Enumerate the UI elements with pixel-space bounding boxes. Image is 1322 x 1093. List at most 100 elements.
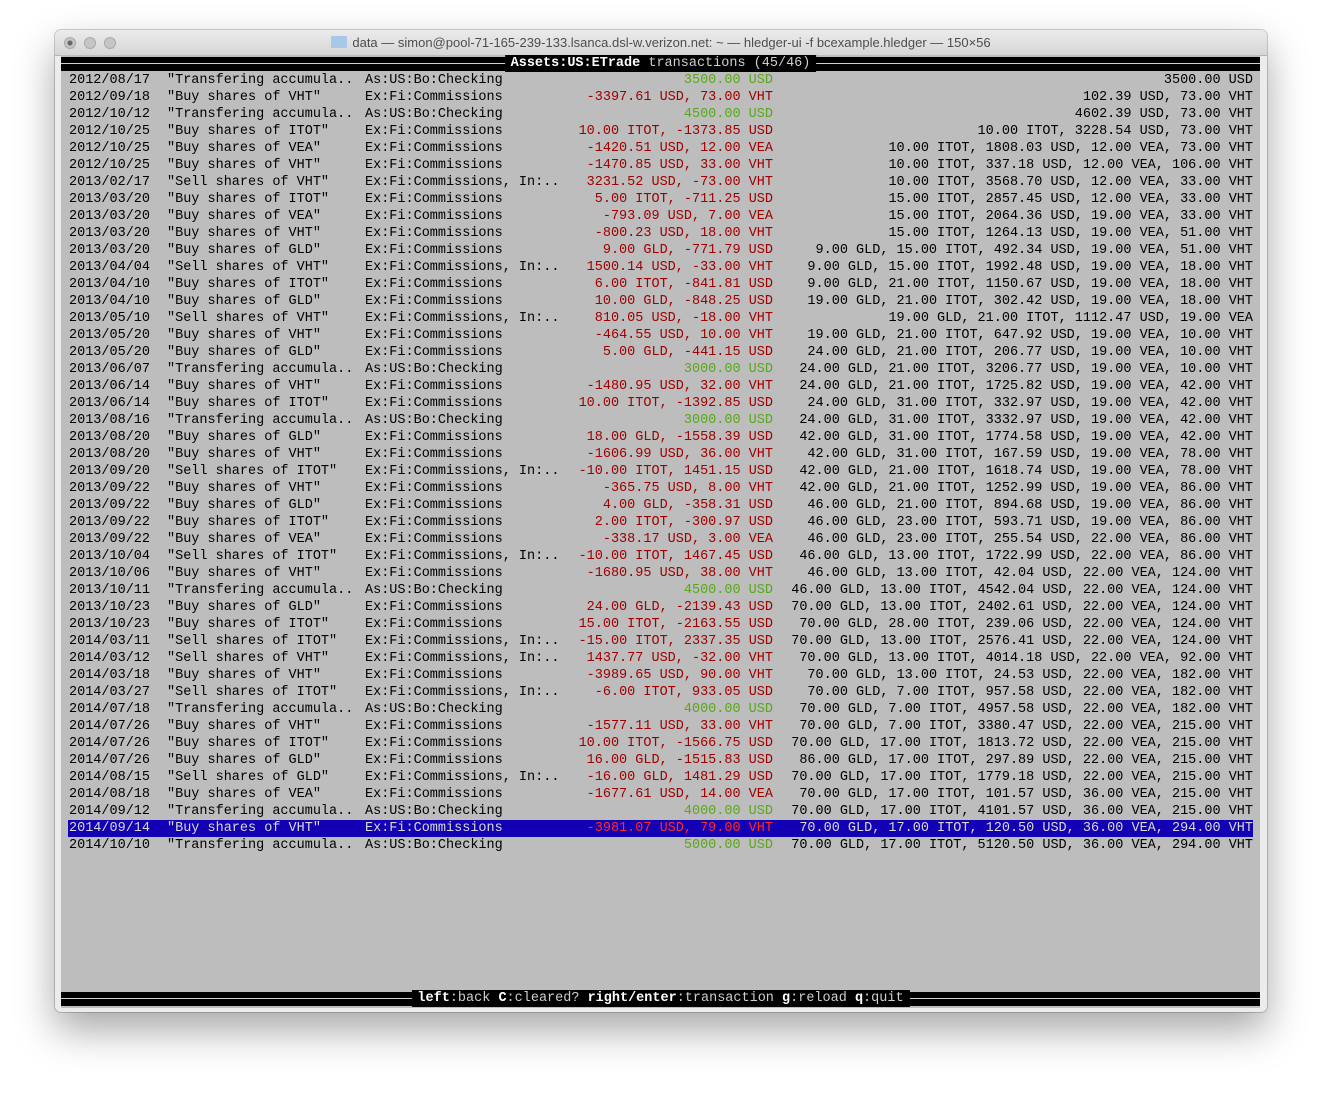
transaction-row[interactable]: 2012/08/17 "Transfering accumula.. As:US:B…	[61, 72, 1260, 89]
transaction-row[interactable]: 2013/03/20 "Buy shares of VEA" Ex:Fi:Commi…	[61, 208, 1260, 225]
account-cell: Ex:Fi:Commissions	[365, 668, 503, 683]
balance-cell: 70.00 GLD, 7.00 ITOT, 4957.58 USD, 22.00…	[799, 702, 1253, 717]
account-cell: As:US:Bo:Checking	[365, 583, 503, 598]
transaction-row[interactable]: 2012/10/25 "Buy shares of VEA" Ex:Fi:Commi…	[61, 140, 1260, 157]
transaction-row[interactable]: 2013/10/06 "Buy shares of VHT" Ex:Fi:Commi…	[61, 565, 1260, 582]
transaction-list[interactable]: 2012/08/17 "Transfering accumula.. As:US:B…	[61, 72, 1260, 854]
transaction-row[interactable]: 2013/03/20 "Buy shares of ITOT" Ex:Fi:Comm…	[61, 191, 1260, 208]
key-hint-key: q	[854, 991, 864, 1006]
transaction-row[interactable]: 2014/03/18 "Buy shares of VHT" Ex:Fi:Commi…	[61, 667, 1260, 684]
account-cell: Ex:Fi:Commissions	[365, 379, 503, 394]
transaction-row[interactable]: 2012/09/18 "Buy shares of VHT" Ex:Fi:Commi…	[61, 89, 1260, 106]
description-cell: "Buy shares of GLD"	[167, 430, 321, 445]
close-button[interactable]	[64, 37, 76, 49]
account-cell: Ex:Fi:Commissions	[365, 294, 503, 309]
transaction-row[interactable]: 2013/10/23 "Buy shares of ITOT" Ex:Fi:Comm…	[61, 616, 1260, 633]
key-help: left:back C:cleared? right/enter:transac…	[411, 990, 910, 1007]
amount-cell: -3989.65 USD, 90.00 VHT	[586, 668, 773, 683]
transaction-row[interactable]: 2014/07/18 "Transfering accumula.. As:US:B…	[61, 701, 1260, 718]
key-hint-key: right/enter	[587, 991, 677, 1006]
balance-cell: 24.00 GLD, 21.00 ITOT, 1725.82 USD, 19.0…	[799, 379, 1253, 394]
amount-cell: -10.00 ITOT, 1451.15 USD	[578, 464, 773, 479]
transaction-row[interactable]: 2013/04/10 "Buy shares of GLD" Ex:Fi:Commi…	[61, 293, 1260, 310]
date-cell: 2013/09/22	[69, 515, 151, 530]
amount-cell: -3981.07 USD, 79.00 VHT	[586, 821, 773, 836]
minimize-button[interactable]	[84, 37, 96, 49]
balance-cell: 24.00 GLD, 21.00 ITOT, 206.77 USD, 19.00…	[807, 345, 1253, 360]
transaction-row[interactable]: 2012/10/12 "Transfering accumula.. As:US:B…	[61, 106, 1260, 123]
terminal-content[interactable]: Assets:US:ETrade transactions (45/46) 20…	[61, 55, 1260, 1008]
transaction-row[interactable]: 2014/09/12 "Transfering accumula.. As:US:B…	[61, 803, 1260, 820]
transaction-row[interactable]: 2013/05/20 "Buy shares of VHT" Ex:Fi:Commi…	[61, 327, 1260, 344]
transaction-row[interactable]: 2013/09/22 "Buy shares of GLD" Ex:Fi:Commi…	[61, 497, 1260, 514]
date-cell: 2013/10/04	[69, 549, 151, 564]
transaction-row[interactable]: 2013/09/20 "Sell shares of ITOT" Ex:Fi:Com…	[61, 463, 1260, 480]
transaction-row[interactable]: 2014/08/15 "Sell shares of GLD" Ex:Fi:Comm…	[61, 769, 1260, 786]
date-cell: 2014/03/18	[69, 668, 151, 683]
transaction-row[interactable]: 2013/03/20 "Buy shares of GLD" Ex:Fi:Commi…	[61, 242, 1260, 259]
transaction-row[interactable]: 2013/10/04 "Sell shares of ITOT" Ex:Fi:Com…	[61, 548, 1260, 565]
account-cell: As:US:Bo:Checking	[365, 702, 503, 717]
date-cell: 2013/04/10	[69, 277, 151, 292]
transaction-row-selected[interactable]: 2014/09/14 "Buy shares of VHT" Ex:Fi:Commi…	[68, 820, 1253, 837]
transaction-row[interactable]: 2014/08/18 "Buy shares of VEA" Ex:Fi:Commi…	[61, 786, 1260, 803]
description-cell: "Transfering accumula..	[167, 73, 354, 88]
transaction-row[interactable]: 2014/03/27 "Sell shares of ITOT" Ex:Fi:Com…	[61, 684, 1260, 701]
account-cell: Ex:Fi:Commissions	[365, 396, 503, 411]
transaction-row[interactable]: 2014/03/12 "Sell shares of VHT" Ex:Fi:Comm…	[61, 650, 1260, 667]
amount-cell: 4000.00 USD	[683, 804, 773, 819]
balance-cell: 46.00 GLD, 23.00 ITOT, 593.71 USD, 19.00…	[807, 515, 1253, 530]
transaction-row[interactable]: 2013/05/20 "Buy shares of GLD" Ex:Fi:Commi…	[61, 344, 1260, 361]
transaction-row[interactable]: 2012/10/25 "Buy shares of ITOT" Ex:Fi:Comm…	[61, 123, 1260, 140]
balance-cell: 70.00 GLD, 13.00 ITOT, 4014.18 USD, 22.0…	[799, 651, 1253, 666]
date-cell: 2013/09/20	[69, 464, 151, 479]
date-cell: 2013/08/20	[69, 430, 151, 445]
transaction-row[interactable]: 2014/07/26 "Buy shares of VHT" Ex:Fi:Commi…	[61, 718, 1260, 735]
balance-cell: 10.00 ITOT, 3228.54 USD, 73.00 VHT	[977, 124, 1253, 139]
balance-cell: 42.00 GLD, 21.00 ITOT, 1252.99 USD, 19.0…	[799, 481, 1253, 496]
description-cell: "Buy shares of VHT"	[167, 821, 321, 836]
amount-cell: 18.00 GLD, -1558.39 USD	[586, 430, 773, 445]
description-cell: "Sell shares of ITOT"	[167, 464, 338, 479]
transaction-row[interactable]: 2013/08/20 "Buy shares of GLD" Ex:Fi:Commi…	[61, 429, 1260, 446]
title-bar[interactable]: data — simon@pool-71-165-239-133.lsanca.…	[55, 30, 1267, 56]
transaction-row[interactable]: 2013/06/14 "Buy shares of VHT" Ex:Fi:Commi…	[61, 378, 1260, 395]
date-cell: 2014/03/12	[69, 651, 151, 666]
amount-cell: -1677.61 USD, 14.00 VEA	[586, 787, 773, 802]
transaction-row[interactable]: 2013/10/23 "Buy shares of GLD" Ex:Fi:Commi…	[61, 599, 1260, 616]
transaction-row[interactable]: 2014/07/26 "Buy shares of ITOT" Ex:Fi:Comm…	[61, 735, 1260, 752]
account-cell: Ex:Fi:Commissions	[365, 498, 503, 513]
account-cell: As:US:Bo:Checking	[365, 107, 503, 122]
description-cell: "Transfering accumula..	[167, 362, 354, 377]
account-cell: Ex:Fi:Commissions	[365, 124, 503, 139]
amount-cell: -365.75 USD, 8.00 VHT	[602, 481, 773, 496]
zoom-button[interactable]	[104, 37, 116, 49]
account-cell: Ex:Fi:Commissions	[365, 447, 503, 462]
transaction-row[interactable]: 2012/10/25 "Buy shares of VHT" Ex:Fi:Commi…	[61, 157, 1260, 174]
transaction-row[interactable]: 2013/09/22 "Buy shares of VEA" Ex:Fi:Commi…	[61, 531, 1260, 548]
date-cell: 2012/10/25	[69, 124, 151, 139]
description-cell: "Sell shares of VHT"	[167, 311, 330, 326]
transaction-row[interactable]: 2014/07/26 "Buy shares of GLD" Ex:Fi:Commi…	[61, 752, 1260, 769]
transaction-row[interactable]: 2013/04/10 "Buy shares of ITOT" Ex:Fi:Comm…	[61, 276, 1260, 293]
transaction-row[interactable]: 2013/05/10 "Sell shares of VHT" Ex:Fi:Comm…	[61, 310, 1260, 327]
transaction-row[interactable]: 2013/06/07 "Transfering accumula.. As:US:B…	[61, 361, 1260, 378]
transaction-row[interactable]: 2013/06/14 "Buy shares of ITOT" Ex:Fi:Comm…	[61, 395, 1260, 412]
amount-cell: 810.05 USD, -18.00 VHT	[594, 311, 773, 326]
transaction-row[interactable]: 2014/10/10 "Transfering accumula.. As:US:B…	[61, 837, 1260, 854]
transaction-row[interactable]: 2013/09/22 "Buy shares of ITOT" Ex:Fi:Comm…	[61, 514, 1260, 531]
transaction-row[interactable]: 2013/09/22 "Buy shares of VHT" Ex:Fi:Commi…	[61, 480, 1260, 497]
transaction-row[interactable]: 2014/03/11 "Sell shares of ITOT" Ex:Fi:Com…	[61, 633, 1260, 650]
account-cell: Ex:Fi:Commissions	[365, 192, 503, 207]
account-cell: As:US:Bo:Checking	[365, 413, 503, 428]
transaction-row[interactable]: 2013/02/17 "Sell shares of VHT" Ex:Fi:Comm…	[61, 174, 1260, 191]
date-cell: 2012/08/17	[69, 73, 151, 88]
description-cell: "Buy shares of VEA"	[167, 141, 321, 156]
transaction-row[interactable]: 2013/04/04 "Sell shares of VHT" Ex:Fi:Comm…	[61, 259, 1260, 276]
balance-cell: 19.00 GLD, 21.00 ITOT, 1112.47 USD, 19.0…	[888, 311, 1253, 326]
transaction-row[interactable]: 2013/08/20 "Buy shares of VHT" Ex:Fi:Commi…	[61, 446, 1260, 463]
transaction-row[interactable]: 2013/03/20 "Buy shares of VHT" Ex:Fi:Commi…	[61, 225, 1260, 242]
amount-cell: 4500.00 USD	[683, 107, 773, 122]
transaction-row[interactable]: 2013/08/16 "Transfering accumula.. As:US:B…	[61, 412, 1260, 429]
transaction-row[interactable]: 2013/10/11 "Transfering accumula.. As:US:B…	[61, 582, 1260, 599]
